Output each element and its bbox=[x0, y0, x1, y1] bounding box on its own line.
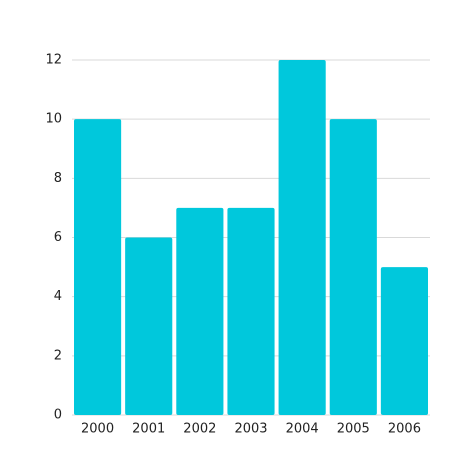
x-tick-label: 2000 bbox=[81, 422, 114, 437]
y-tick-label: 0 bbox=[54, 408, 62, 423]
bar bbox=[125, 237, 173, 415]
y-tick-label: 8 bbox=[54, 171, 62, 186]
x-tick-label: 2006 bbox=[388, 422, 421, 437]
x-tick-label: 2001 bbox=[132, 422, 165, 437]
x-tick-label: 2004 bbox=[286, 422, 319, 437]
y-tick-label: 4 bbox=[54, 289, 62, 304]
bar bbox=[227, 207, 275, 415]
x-tick-label: 2005 bbox=[337, 422, 370, 437]
y-tick-label: 12 bbox=[45, 53, 62, 68]
bar bbox=[329, 119, 377, 416]
y-tick-label: 6 bbox=[54, 230, 62, 245]
bar bbox=[176, 207, 224, 415]
x-tick-label: 2003 bbox=[234, 422, 267, 437]
y-tick-label: 2 bbox=[54, 348, 62, 363]
bar bbox=[278, 60, 326, 415]
x-tick-label: 2002 bbox=[183, 422, 216, 437]
y-tick-label: 10 bbox=[45, 112, 62, 127]
bar bbox=[380, 267, 428, 415]
bar bbox=[74, 119, 122, 416]
